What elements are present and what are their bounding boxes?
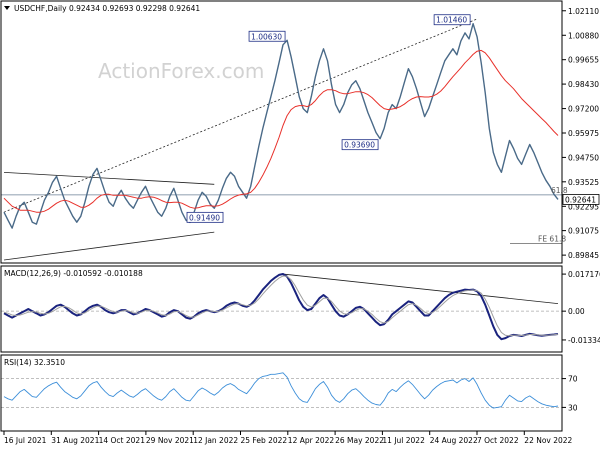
macd-pane-title: MACD(12,26,9) -0.010592 -0.010188 (4, 269, 143, 278)
macd-y-axis: 0.017176 0.00 -0.01334 (562, 270, 600, 345)
rsi-y-axis: 70 30 (562, 375, 578, 412)
x-tick-label: 12 Jan 2022 (193, 436, 238, 445)
rsi-y-tick-label: 30 (568, 403, 578, 412)
price-y-tick-label: 1.00880 (568, 31, 599, 40)
menu-triangle-icon[interactable] (4, 6, 10, 10)
rsi-pane-title: RSI(14) 32.3510 (4, 358, 65, 367)
watermark-text: ActionForex.com (98, 59, 264, 83)
price-pane (1, 1, 562, 263)
macd-series-line-macd (3, 273, 559, 341)
x-axis: 16 Jul 2021 31 Aug 2021 14 Oct 2021 29 Nov … (3, 431, 573, 445)
x-tick-label: 26 May 2022 (335, 436, 384, 445)
trendline-lower-channel (3, 231, 215, 261)
current-price-label: 0.92641 (565, 195, 596, 204)
current-price-box (562, 194, 600, 205)
price-y-tick-label: 0.98430 (568, 80, 599, 89)
macd-y-tick-label: 0.00 (568, 307, 585, 316)
x-tick-label: 12 Apr 2022 (288, 436, 335, 445)
price-series (3, 23, 559, 229)
price-y-tick-label: 0.91075 (568, 227, 599, 236)
x-tick-label: 29 Nov 2021 (146, 436, 194, 445)
price-gridlines (1, 194, 562, 245)
price-annotation-box (186, 211, 224, 223)
price-pane-header: USDCHF,Daily 0.92434 0.92693 0.92298 0.9… (14, 4, 200, 13)
fe-secondary-label: 61.8 (551, 186, 568, 195)
x-tick-label: 31 Aug 2021 (51, 436, 99, 445)
x-tick-label: 11 Jul 2022 (382, 436, 425, 445)
price-y-tick-label: 0.93525 (568, 178, 599, 187)
price-y-tick-label: 0.99655 (568, 56, 599, 65)
macd-pane-frame (0, 265, 563, 353)
price-annotations: 1.00630 1.01460 0.93690 0.91490 FE 61.8 61.8 (186, 14, 568, 244)
price-y-tick-label: 1.02110 (568, 7, 599, 16)
macd-y-tick-label: 0.017176 (568, 270, 600, 279)
macd-series-line-signal (3, 275, 559, 337)
x-tick-label: 22 Nov 2022 (524, 436, 572, 445)
x-tick-label: 7 Oct 2022 (477, 436, 519, 445)
rsi-y-tick-label: 70 (568, 375, 578, 384)
price-y-tick-label: 0.94750 (568, 153, 599, 162)
x-tick-label: 16 Jul 2021 (4, 436, 47, 445)
price-annotation-label: 1.00630 (251, 32, 282, 41)
macd-y-tick-label: -0.01334 (568, 336, 600, 345)
price-pane-frame (0, 0, 563, 264)
macd-trendlines (282, 273, 559, 305)
price-y-tick-label: 0.89845 (568, 251, 599, 260)
rsi-pane-frame (0, 354, 563, 432)
fe-label: FE 61.8 (538, 235, 566, 244)
rsi-series-line-rsi (3, 372, 559, 409)
price-trendlines (3, 18, 478, 261)
price-annotation-label: 0.93690 (344, 141, 375, 150)
macd-trendline (282, 273, 559, 305)
x-tick-label: 14 Oct 2021 (99, 436, 146, 445)
trendline-long-trend (3, 18, 478, 213)
price-annotation-box (433, 14, 471, 26)
x-tick-label: 24 Aug 2022 (430, 436, 478, 445)
price-series-line-price (3, 23, 559, 229)
x-tick-label: 25 Feb 2022 (241, 436, 288, 445)
price-y-axis: 1.02110 1.00880 0.99655 0.98430 0.97200 0.959… (562, 7, 600, 260)
macd-pane (1, 266, 562, 352)
rsi-pane (1, 355, 562, 431)
price-annotation-box (248, 30, 286, 42)
price-annotation-label: 1.01460 (436, 16, 467, 25)
price-y-tick-label: 0.95975 (568, 129, 599, 138)
rsi-series (3, 372, 559, 409)
rsi-gridlines (1, 378, 562, 408)
price-annotation-box (341, 139, 379, 151)
price-y-tick-label: 0.92295 (568, 202, 599, 211)
macd-series (3, 273, 559, 341)
price-series-line-ma (3, 49, 559, 213)
price-annotation-label: 0.91490 (189, 213, 220, 222)
price-y-tick-label: 0.97200 (568, 105, 599, 114)
trendline-upper-channel (3, 171, 215, 185)
